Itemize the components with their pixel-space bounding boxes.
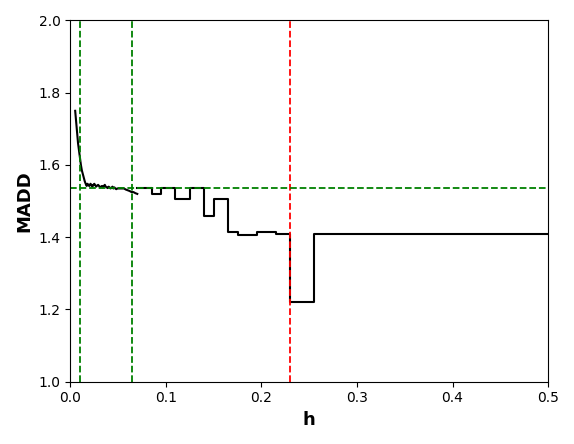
Y-axis label: MADD: MADD [15,170,33,232]
X-axis label: h: h [303,411,316,429]
